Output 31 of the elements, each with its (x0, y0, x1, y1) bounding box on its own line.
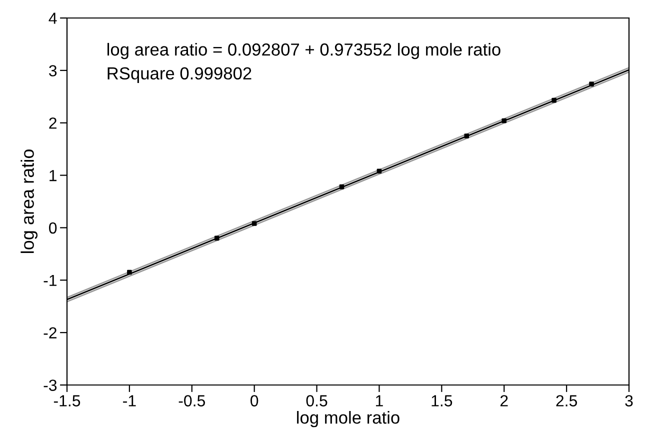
annotation: log area ratio = 0.092807 + 0.973552 log mole ratio (108, 42, 500, 60)
y-tick-label: 4 (48, 12, 57, 24)
x-tick-label: 0.5 (306, 395, 328, 406)
y-tick-label: -2 (44, 327, 56, 338)
x-tick-label: -1.5 (54, 395, 80, 406)
x-tick-label: 2.5 (556, 395, 577, 406)
annotation: RSquare 0.999802 (108, 67, 252, 83)
point (589, 82, 594, 86)
point (376, 168, 382, 174)
x-tick-label: 2 (500, 395, 508, 406)
x-tick-label: 0 (250, 395, 258, 406)
point (127, 270, 132, 275)
y-tick-label: 0 (49, 222, 57, 234)
x-tick-label: 1.5 (432, 395, 452, 406)
x-tick-label: -1 (123, 395, 136, 406)
point (464, 134, 470, 138)
y-tick-label: 1 (50, 170, 56, 182)
y-axis-title: log area ratio (20, 150, 38, 253)
x-tick-label: 1 (376, 395, 383, 406)
point (252, 221, 257, 226)
x-tick-label: 3 (625, 395, 633, 406)
y-tick-label: -1 (44, 274, 56, 286)
x-axis-title: log mole ratio (297, 411, 400, 428)
point (502, 118, 507, 124)
y-tick-label: -3 (44, 380, 57, 391)
y-tick-label: 2 (49, 117, 56, 129)
x-tick-label: -0.5 (178, 395, 205, 406)
point (339, 184, 344, 190)
y-tick-label: 3 (49, 65, 57, 76)
point (552, 98, 556, 103)
point (214, 236, 220, 241)
